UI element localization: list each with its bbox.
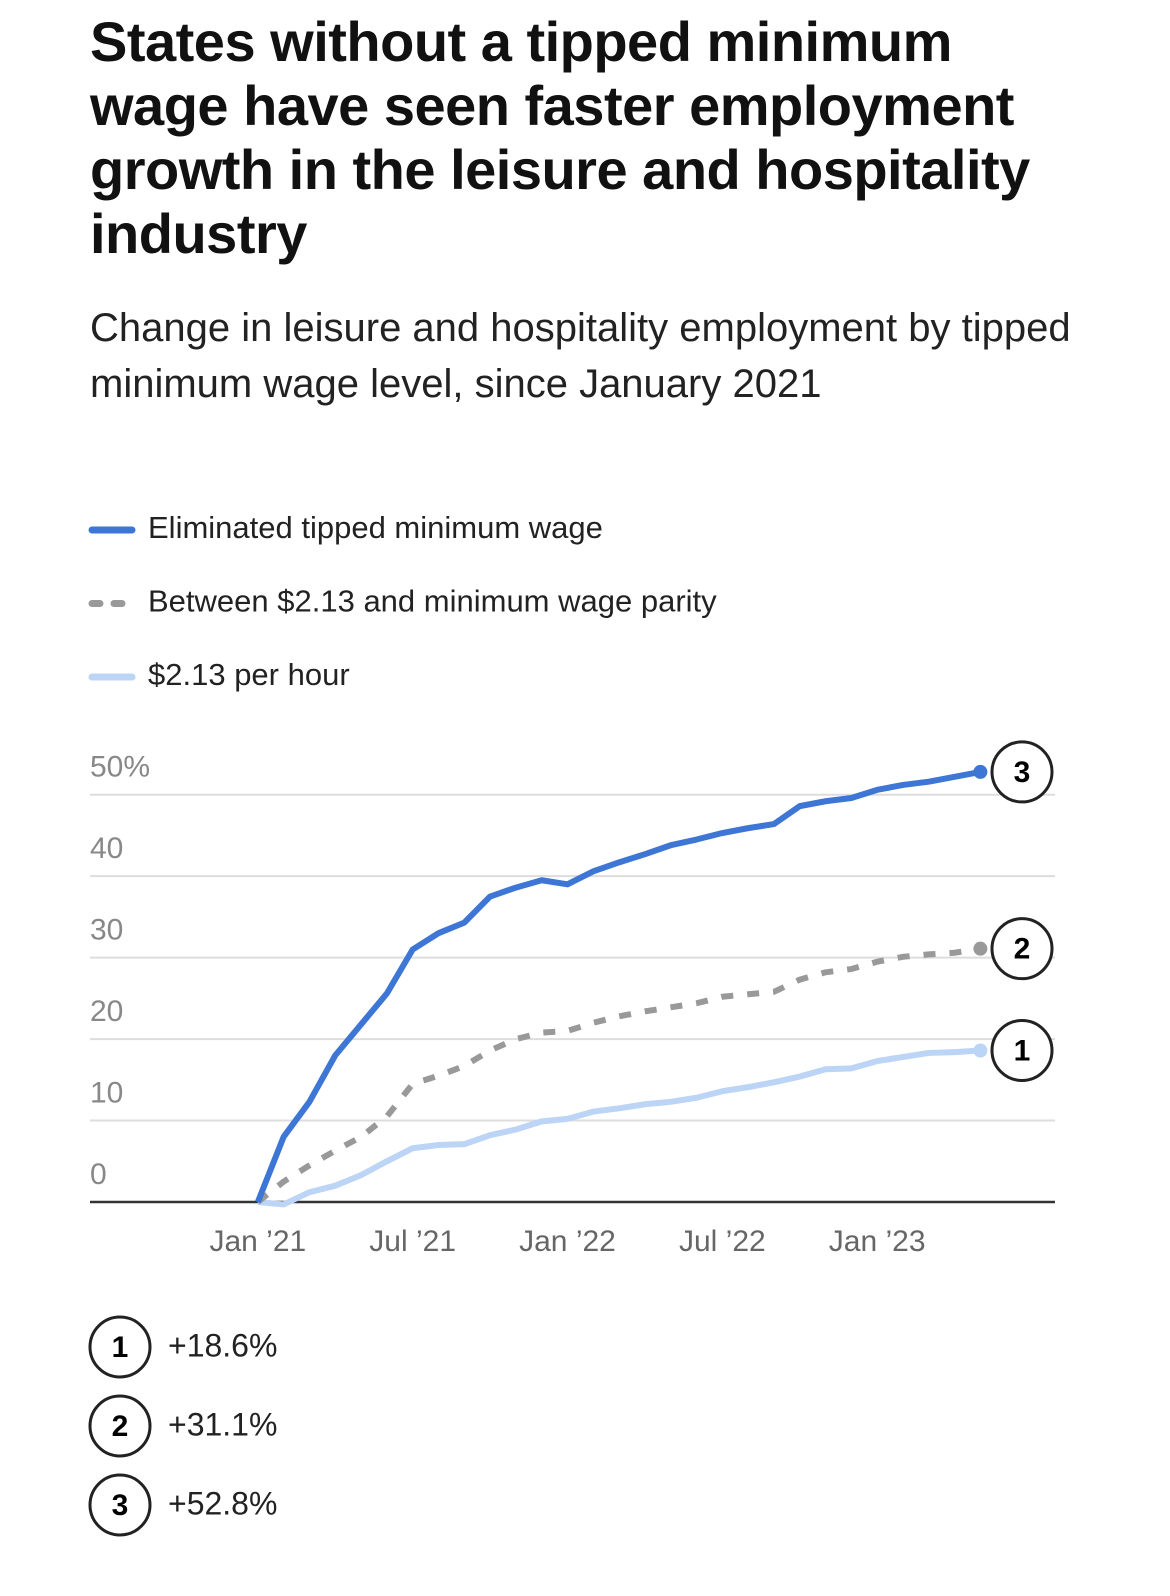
y-tick-label: 30	[90, 914, 123, 947]
key-badge-label: 1	[112, 1331, 129, 1364]
x-tick-label: Jul ’22	[679, 1225, 766, 1258]
legend-label: Between $2.13 and minimum wage parity	[148, 584, 717, 619]
key-badge-label: 3	[112, 1489, 129, 1522]
key-label: +52.8%	[168, 1485, 277, 1521]
key-badge-label: 2	[112, 1410, 129, 1443]
y-tick-label: 20	[90, 995, 123, 1028]
end-badge	[990, 740, 1054, 804]
key-badge	[88, 1394, 152, 1458]
key-badge	[88, 1473, 152, 1537]
end-point	[973, 941, 988, 956]
x-tick-label: Jan ’21	[209, 1225, 306, 1258]
legend-label: Eliminated tipped minimum wage	[148, 510, 603, 545]
series-line	[257, 1047, 981, 1208]
x-tick-label: Jan ’22	[519, 1225, 616, 1258]
end-badge-label: 3	[1014, 756, 1031, 789]
y-tick-label: 10	[90, 1076, 123, 1109]
end-badge-label: 2	[1014, 933, 1031, 966]
chart-title: States without a tipped minimum wage hav…	[90, 10, 1030, 265]
y-tick-label: 0	[90, 1158, 107, 1191]
end-badge-label: 1	[1014, 1034, 1031, 1067]
x-tick-label: Jan ’23	[829, 1225, 926, 1258]
y-tick-label: 50%	[90, 751, 150, 784]
y-tick-label: 40	[90, 832, 123, 865]
chart-subtitle: Change in leisure and hospitality employ…	[90, 306, 1071, 406]
legend-label: $2.13 per hour	[148, 657, 350, 692]
end-badge	[990, 917, 1054, 981]
end-point	[973, 1043, 988, 1058]
x-tick-label: Jul ’21	[369, 1225, 456, 1258]
key-label: +31.1%	[168, 1406, 277, 1442]
series-line	[255, 945, 981, 1205]
key-label: +18.6%	[168, 1327, 277, 1363]
series-line	[255, 768, 981, 1204]
key-badge	[88, 1315, 152, 1379]
end-badge	[990, 1018, 1054, 1082]
end-point	[973, 764, 988, 779]
